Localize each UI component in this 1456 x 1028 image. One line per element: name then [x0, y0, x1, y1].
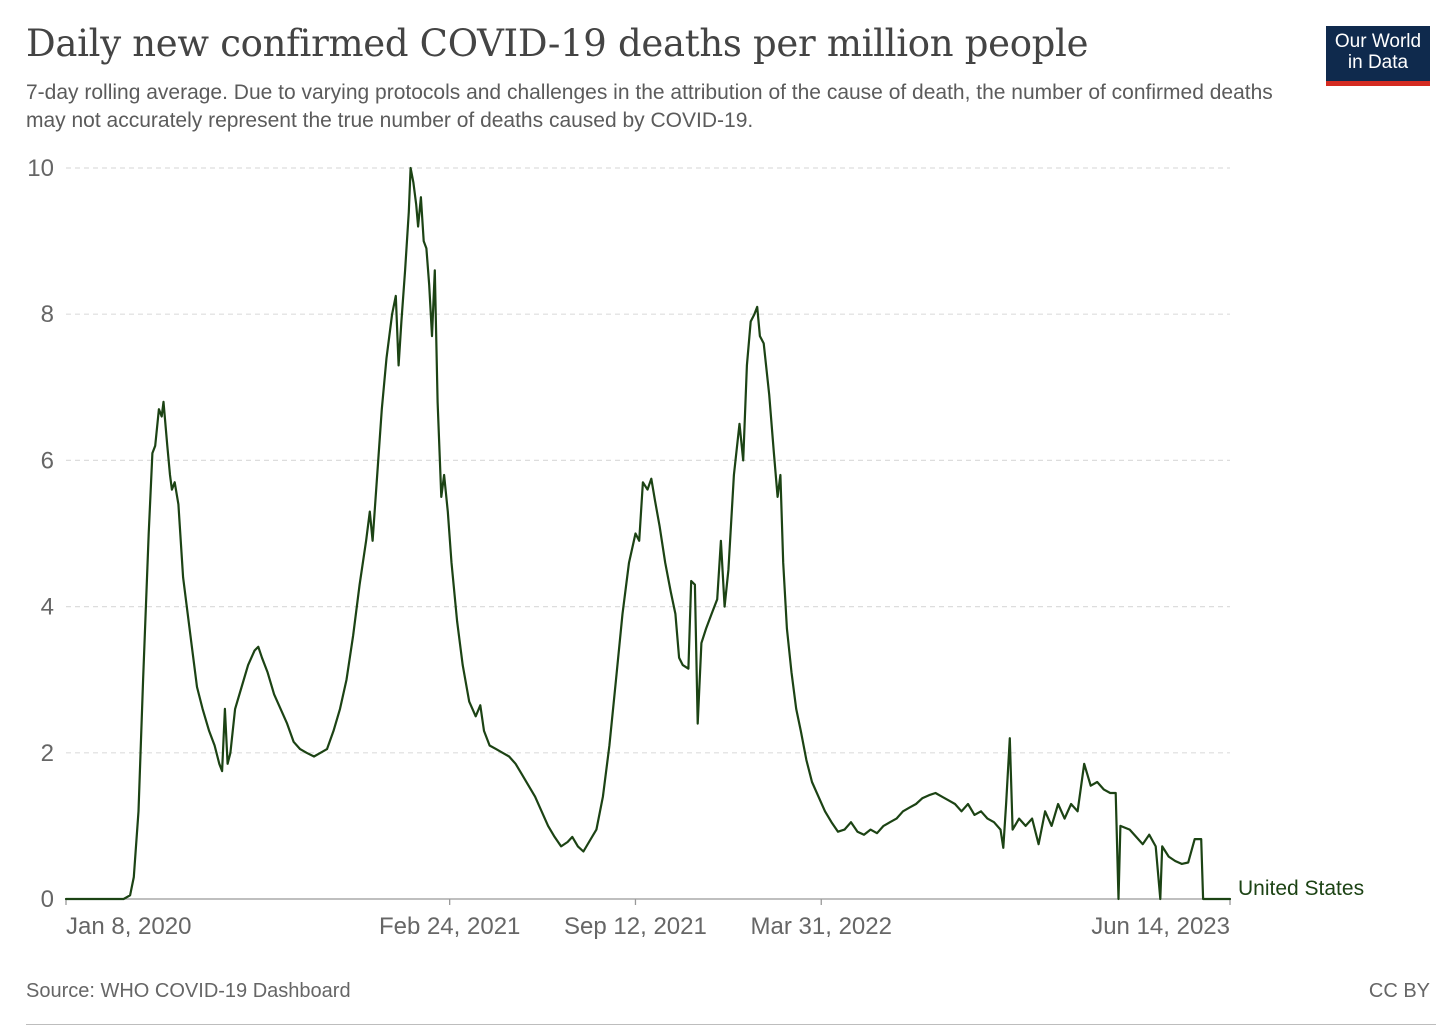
license-label[interactable]: CC BY: [1368, 980, 1430, 1002]
chart-title: Daily new confirmed COVID-19 deaths per …: [26, 22, 1089, 65]
footer-divider: [26, 1024, 1436, 1025]
logo-line-2: in Data: [1347, 52, 1409, 73]
x-tick-label: Jun 14, 2023: [1091, 913, 1230, 940]
series-line-united-states[interactable]: [64, 166, 1232, 901]
series-lines: United States: [64, 166, 1364, 901]
logo-line-1: Our World: [1334, 31, 1422, 52]
grid-lines: [66, 167, 1230, 754]
chart-subtitle: 7-day rolling average. Due to varying pr…: [26, 81, 1273, 132]
y-tick-label: 8: [41, 301, 54, 328]
y-tick-label: 0: [41, 886, 54, 913]
x-axis: Jan 8, 2020 Feb 24, 2021 Sep 12, 2021 Mar 3…: [65, 898, 1231, 940]
x-tick-label: Jan 8, 2020: [66, 913, 191, 940]
y-axis-ticks: 0 2 4 6 8 10: [27, 155, 54, 913]
x-tick-label: Feb 24, 2021: [379, 913, 520, 940]
x-tick-label: Sep 12, 2021: [564, 913, 707, 940]
y-tick-label: 6: [41, 447, 54, 474]
source-note[interactable]: Source: WHO COVID-19 Dashboard: [26, 980, 351, 1002]
owid-logo[interactable]: Our World in Data: [1326, 26, 1430, 86]
y-tick-label: 10: [27, 155, 54, 182]
series-label[interactable]: United States: [1238, 877, 1364, 900]
y-tick-label: 4: [41, 594, 54, 621]
x-tick-label: Mar 31, 2022: [751, 913, 892, 940]
y-tick-label: 2: [41, 740, 54, 767]
